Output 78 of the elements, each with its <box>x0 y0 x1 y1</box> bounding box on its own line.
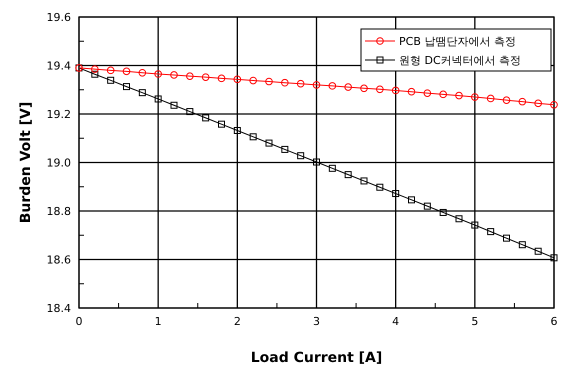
x-tick-label: 4 <box>392 315 400 328</box>
point <box>456 215 462 222</box>
point <box>439 90 447 98</box>
point <box>249 76 257 84</box>
point <box>424 89 432 97</box>
point <box>170 102 178 109</box>
y-tick-label: 18.8 <box>46 205 71 218</box>
point <box>455 92 463 100</box>
point <box>138 68 146 77</box>
point <box>518 241 526 248</box>
point <box>502 96 510 104</box>
point <box>328 164 336 172</box>
y-tick-label: 19.0 <box>46 156 71 170</box>
point <box>202 73 210 81</box>
point <box>487 228 494 236</box>
x-tick-label: 0 <box>76 315 82 328</box>
x-tick-label: 1 <box>154 315 162 328</box>
point <box>344 83 352 91</box>
legend-label: 원형 DC커넥터에서 측정 <box>399 54 522 67</box>
point <box>440 208 447 216</box>
point <box>550 254 558 262</box>
point <box>534 100 542 108</box>
point <box>376 85 384 94</box>
legend-label: PCB 납땜단자에서 측정 <box>399 35 516 48</box>
point <box>250 133 257 140</box>
point <box>408 196 415 204</box>
point <box>234 126 241 134</box>
y-axis-title: Burden Volt [V] <box>18 102 34 224</box>
x-tick-label: 3 <box>313 315 320 328</box>
point <box>424 202 431 210</box>
point <box>344 171 352 178</box>
point <box>265 78 273 86</box>
point <box>107 76 114 84</box>
point <box>486 94 494 102</box>
point <box>408 88 416 96</box>
point <box>218 120 225 128</box>
point <box>503 234 510 242</box>
point <box>328 82 336 90</box>
point <box>266 140 272 147</box>
x-tick-label: 5 <box>471 315 478 328</box>
point <box>297 152 304 160</box>
point <box>392 190 400 198</box>
point <box>106 66 114 74</box>
point <box>376 184 384 191</box>
point <box>154 95 162 102</box>
x-axis-title: Load Current [A] <box>250 350 382 366</box>
point <box>312 81 320 89</box>
point <box>360 84 368 92</box>
point <box>154 70 162 78</box>
point <box>91 65 99 73</box>
point <box>186 72 194 80</box>
y-tick-label: 19.2 <box>46 108 71 121</box>
point <box>550 100 558 109</box>
point <box>123 83 130 90</box>
point <box>186 108 194 116</box>
point <box>281 78 289 87</box>
point <box>534 248 542 255</box>
y-tick-label: 18.4 <box>46 302 71 315</box>
point <box>471 222 478 229</box>
point <box>234 76 242 84</box>
x-tick-label: 6 <box>550 315 558 328</box>
y-tick-label: 19.6 <box>46 11 71 24</box>
point <box>91 70 98 78</box>
point <box>471 93 479 101</box>
y-tick-label: 19.4 <box>46 60 71 72</box>
point <box>518 98 526 106</box>
point <box>392 86 400 94</box>
point <box>122 68 130 76</box>
x-tick-label: 2 <box>234 315 241 328</box>
point <box>202 114 210 122</box>
y-tick-label: 18.6 <box>46 254 71 266</box>
point <box>313 158 320 166</box>
point <box>138 89 146 96</box>
point <box>296 80 304 88</box>
point <box>218 74 226 82</box>
point <box>281 146 288 153</box>
point <box>360 177 368 184</box>
point <box>170 71 178 79</box>
